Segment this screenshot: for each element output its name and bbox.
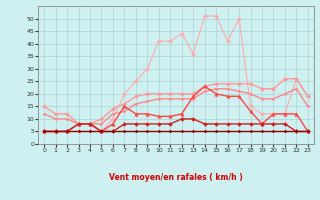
X-axis label: Vent moyen/en rafales ( km/h ): Vent moyen/en rafales ( km/h )	[109, 173, 243, 182]
